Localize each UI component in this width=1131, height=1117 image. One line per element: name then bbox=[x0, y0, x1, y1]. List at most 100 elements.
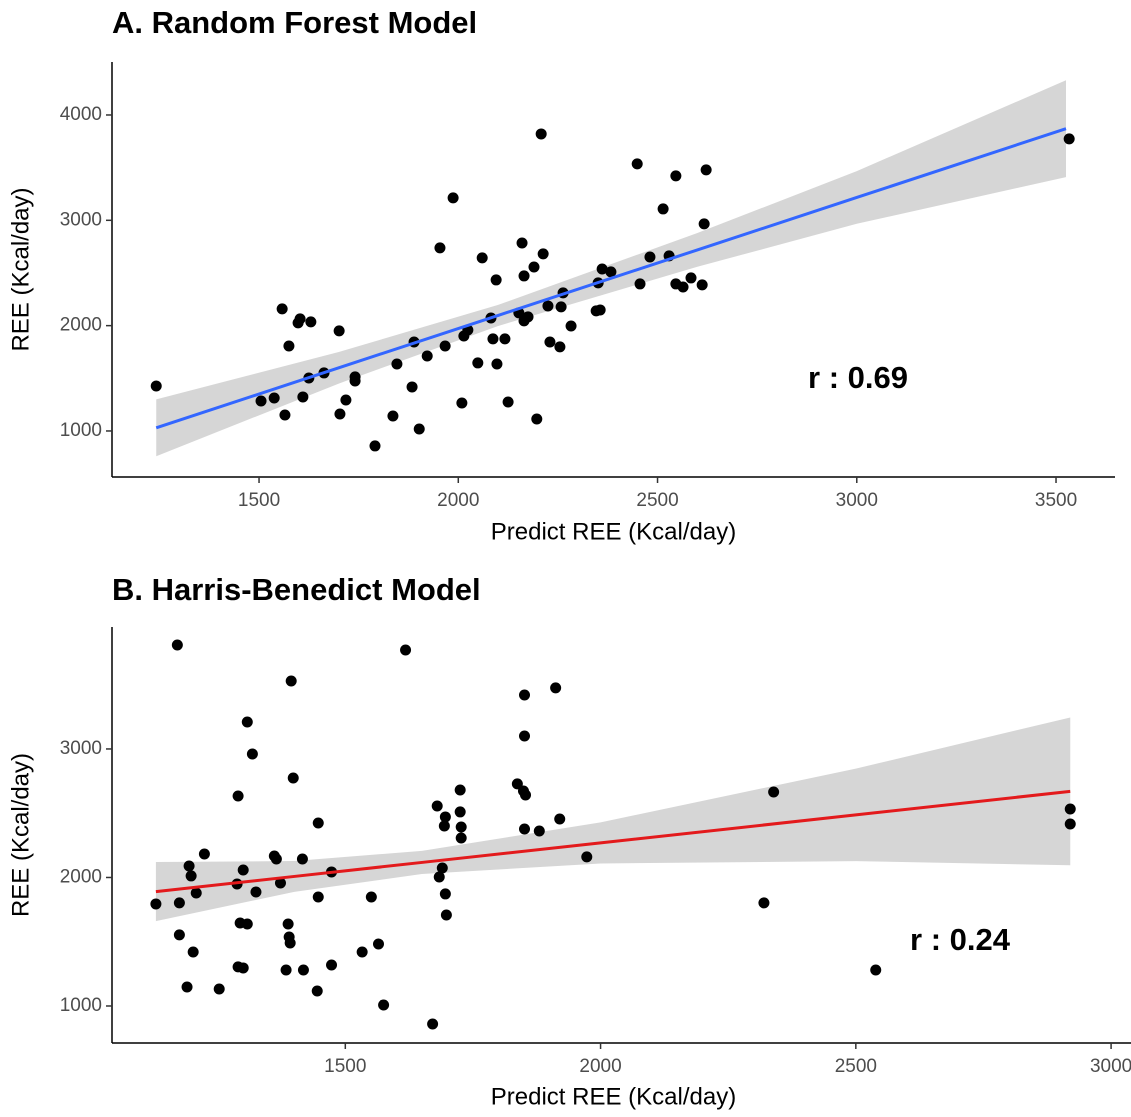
data-point bbox=[1063, 133, 1075, 145]
data-point bbox=[491, 358, 503, 370]
data-point bbox=[185, 870, 197, 882]
data-point bbox=[520, 789, 532, 801]
data-point bbox=[190, 887, 202, 899]
x-tick-label: 3000 bbox=[836, 490, 878, 511]
x-tick-label: 1500 bbox=[238, 490, 280, 511]
data-point bbox=[476, 252, 488, 264]
data-point bbox=[365, 891, 377, 903]
y-tick-label: 3000 bbox=[60, 209, 102, 230]
data-point bbox=[282, 918, 294, 930]
x-tick-label: 3500 bbox=[1035, 490, 1077, 511]
annotation: r : 0.24 bbox=[910, 922, 1011, 957]
data-point bbox=[518, 270, 530, 282]
data-point bbox=[537, 248, 549, 260]
data-point bbox=[294, 313, 306, 325]
data-point bbox=[349, 375, 361, 387]
data-point bbox=[522, 311, 534, 323]
data-point bbox=[241, 918, 253, 930]
data-point bbox=[1064, 803, 1076, 815]
data-point bbox=[250, 886, 262, 898]
data-point bbox=[431, 800, 443, 812]
data-point bbox=[499, 333, 511, 345]
data-point bbox=[502, 396, 514, 408]
data-point bbox=[280, 964, 292, 976]
data-point bbox=[150, 380, 162, 392]
data-point bbox=[421, 350, 433, 362]
data-point bbox=[305, 316, 317, 328]
data-point bbox=[554, 813, 566, 825]
data-point bbox=[516, 237, 528, 249]
data-point bbox=[279, 409, 291, 421]
data-point bbox=[487, 333, 499, 345]
data-point bbox=[427, 1018, 439, 1030]
data-point bbox=[246, 748, 258, 760]
data-point bbox=[276, 303, 288, 315]
data-point bbox=[436, 862, 448, 874]
data-point bbox=[455, 832, 467, 844]
data-point bbox=[232, 790, 244, 802]
data-point bbox=[312, 891, 324, 903]
data-point bbox=[213, 983, 225, 995]
y-tick-label: 1000 bbox=[60, 995, 102, 1016]
data-point bbox=[544, 336, 556, 348]
data-point bbox=[472, 357, 484, 369]
data-point bbox=[198, 848, 210, 860]
data-point bbox=[644, 251, 656, 263]
data-point bbox=[490, 274, 502, 286]
data-point bbox=[173, 897, 185, 909]
chart-title: A. Random Forest Model bbox=[112, 5, 477, 40]
data-point bbox=[297, 964, 309, 976]
data-point bbox=[454, 806, 466, 818]
data-point bbox=[519, 823, 531, 835]
y-tick-label: 4000 bbox=[60, 104, 102, 125]
data-point bbox=[631, 158, 643, 170]
data-point bbox=[340, 394, 352, 406]
data-point bbox=[685, 272, 697, 284]
data-point bbox=[369, 440, 381, 452]
data-point bbox=[378, 999, 390, 1011]
data-point bbox=[171, 639, 183, 651]
data-point bbox=[433, 871, 445, 883]
x-axis-title: Predict REE (Kcal/day) bbox=[491, 1083, 736, 1110]
data-point bbox=[334, 408, 346, 420]
data-point bbox=[400, 644, 412, 656]
data-point bbox=[270, 853, 282, 865]
data-point bbox=[255, 395, 267, 407]
data-point bbox=[440, 909, 452, 921]
data-point bbox=[528, 261, 540, 273]
data-point bbox=[406, 381, 418, 393]
data-point bbox=[284, 937, 296, 949]
y-tick-label: 2000 bbox=[60, 315, 102, 336]
fit-line bbox=[155, 789, 1071, 894]
y-tick-label: 1000 bbox=[60, 420, 102, 441]
data-point bbox=[241, 716, 253, 728]
confidence-band bbox=[155, 717, 1071, 922]
data-point bbox=[297, 391, 309, 403]
data-point bbox=[634, 278, 646, 290]
data-point bbox=[758, 897, 770, 909]
data-point bbox=[187, 946, 199, 958]
data-point bbox=[387, 410, 399, 422]
data-point bbox=[283, 340, 295, 352]
y-tick-label: 3000 bbox=[60, 738, 102, 759]
data-point bbox=[181, 981, 193, 993]
data-point bbox=[670, 170, 682, 182]
data-point bbox=[312, 817, 324, 829]
data-point bbox=[173, 929, 185, 941]
data-point bbox=[519, 730, 531, 742]
data-point bbox=[454, 784, 466, 796]
data-point bbox=[594, 304, 606, 316]
data-point bbox=[550, 682, 562, 694]
y-tick-label: 2000 bbox=[60, 866, 102, 887]
data-point bbox=[311, 985, 323, 997]
y-axis-title: REE (Kcal/day) bbox=[7, 187, 34, 351]
data-point bbox=[438, 820, 450, 832]
data-point bbox=[1064, 818, 1076, 830]
data-point bbox=[237, 962, 249, 974]
data-point bbox=[533, 825, 545, 837]
data-point bbox=[447, 192, 459, 204]
data-point bbox=[870, 964, 882, 976]
data-point bbox=[596, 263, 608, 275]
data-point bbox=[333, 325, 345, 337]
